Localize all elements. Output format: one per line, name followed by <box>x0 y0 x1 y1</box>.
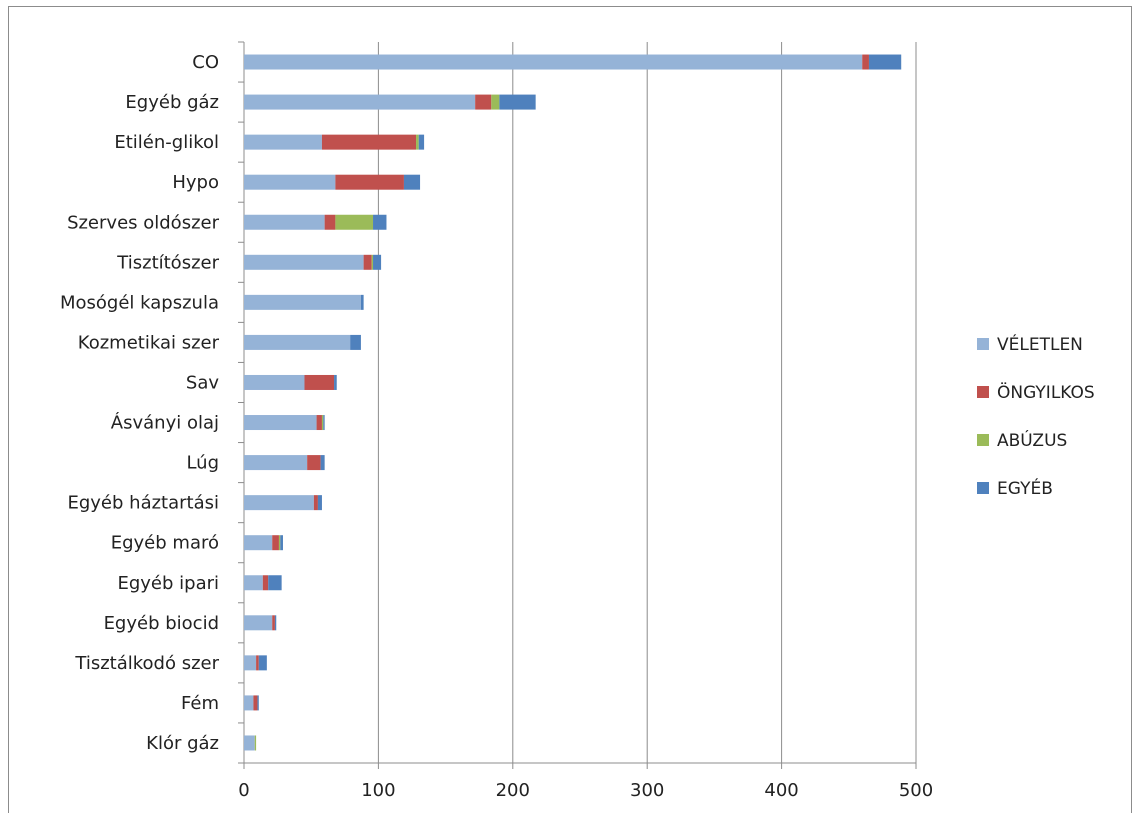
bar-segment-véletlen <box>244 94 476 110</box>
category-label: Ásványi olaj <box>111 412 219 434</box>
bar-segment-egyéb <box>418 134 425 150</box>
bar-segment-öngyilkos <box>253 695 258 711</box>
bar-segment-öngyilkos <box>313 495 318 511</box>
category-label: Fém <box>181 693 219 714</box>
legend-swatch <box>977 482 989 494</box>
bar-segment-véletlen <box>244 254 364 270</box>
category-label: Egyéb maró <box>111 533 219 554</box>
category-label: Egyéb háztartási <box>67 493 219 514</box>
bar-segment-öngyilkos <box>316 415 322 431</box>
category-label: Klór gáz <box>146 733 219 754</box>
x-tick-label: 400 <box>764 780 798 801</box>
legend-swatch <box>977 386 989 398</box>
category-label: Egyéb ipari <box>117 573 219 594</box>
bar-segment-véletlen <box>244 535 273 551</box>
category-label: Lúg <box>186 453 219 474</box>
bar-segment-véletlen <box>244 735 255 751</box>
legend-label: ABÚZUS <box>997 429 1067 451</box>
bar-segment-véletlen <box>244 294 361 310</box>
x-tick-label: 200 <box>496 780 530 801</box>
bar-segment-véletlen <box>244 54 863 70</box>
bar-segment-abúzus <box>416 134 419 150</box>
bar-segment-véletlen <box>244 695 254 711</box>
bar-segment-öngyilkos <box>304 374 335 390</box>
category-label: Tisztálkodó szer <box>74 653 219 674</box>
x-tick-label: 300 <box>630 780 664 801</box>
bar-segment-véletlen <box>244 334 351 350</box>
bar-segment-egyéb <box>334 374 337 390</box>
bar-segment-öngyilkos <box>363 254 372 270</box>
bar-segment-véletlen <box>244 615 273 631</box>
bar-segment-abúzus <box>335 214 374 230</box>
bar-segment-öngyilkos <box>862 54 869 70</box>
bar-segment-egyéb <box>320 455 325 471</box>
category-label: Kozmetikai szer <box>78 332 220 353</box>
bar-segment-öngyilkos <box>307 455 321 471</box>
bar-segment-véletlen <box>244 575 263 591</box>
bar-segment-egyéb <box>350 334 361 350</box>
bar-segment-egyéb <box>323 415 325 431</box>
legend-label: EGYÉB <box>997 477 1053 499</box>
bar-segment-öngyilkos <box>475 94 492 110</box>
bar-segment-egyéb <box>373 214 387 230</box>
bar-segment-véletlen <box>244 415 317 431</box>
bar-segment-véletlen <box>244 655 257 671</box>
category-label: Mosógél kapszula <box>60 292 219 313</box>
x-tick-label: 500 <box>899 780 933 801</box>
bar-segment-egyéb <box>268 575 282 591</box>
category-label: Egyéb gáz <box>125 92 219 113</box>
bar-segment-öngyilkos <box>262 575 269 591</box>
legend-swatch <box>977 434 989 446</box>
bar-segment-abúzus <box>371 254 374 270</box>
bar-segment-egyéb <box>258 655 267 671</box>
bar-segment-egyéb <box>360 294 364 310</box>
legend-label: VÉLETLEN <box>997 333 1083 355</box>
bar-segment-egyéb <box>274 615 277 631</box>
legend-label: ÖNGYILKOS <box>997 381 1095 403</box>
bar-segment-véletlen <box>244 374 305 390</box>
bar-segment-öngyilkos <box>272 615 275 631</box>
bar-segment-véletlen <box>244 495 314 511</box>
bar-segment-abúzus <box>254 735 257 751</box>
bar-segment-öngyilkos <box>256 655 259 671</box>
bar-segment-öngyilkos <box>272 535 279 551</box>
bar-segment-abúzus <box>278 535 281 551</box>
x-tick-label: 0 <box>238 780 249 801</box>
bar-segment-öngyilkos <box>335 174 404 190</box>
bar-segment-egyéb <box>280 535 283 551</box>
bar-segment-egyéb <box>499 94 536 110</box>
bar-segment-egyéb <box>317 495 322 511</box>
bar-segment-öngyilkos <box>324 214 336 230</box>
bar-segment-egyéb <box>403 174 421 190</box>
bar-segment-véletlen <box>244 455 308 471</box>
bar-segment-öngyilkos <box>321 134 417 150</box>
category-label: Egyéb biocid <box>104 613 219 634</box>
category-label: Hypo <box>172 172 219 193</box>
category-label: Tisztítószer <box>116 252 219 273</box>
bar-segment-egyéb <box>373 254 382 270</box>
bar-segment-abúzus <box>491 94 500 110</box>
bar-segment-egyéb <box>868 54 902 70</box>
bar-segment-egyéb <box>257 695 259 711</box>
category-label: CO <box>192 52 219 73</box>
category-label: Etilén-glikol <box>114 132 219 153</box>
category-label: Szerves oldószer <box>67 212 220 233</box>
bar-segment-véletlen <box>244 134 322 150</box>
bar-segment-véletlen <box>244 174 336 190</box>
category-label: Sav <box>186 372 219 393</box>
bar-segment-véletlen <box>244 214 325 230</box>
chart-frame <box>8 6 1132 813</box>
bar-segment-abúzus <box>321 415 324 431</box>
x-tick-label: 100 <box>361 780 395 801</box>
legend-swatch <box>977 338 989 350</box>
